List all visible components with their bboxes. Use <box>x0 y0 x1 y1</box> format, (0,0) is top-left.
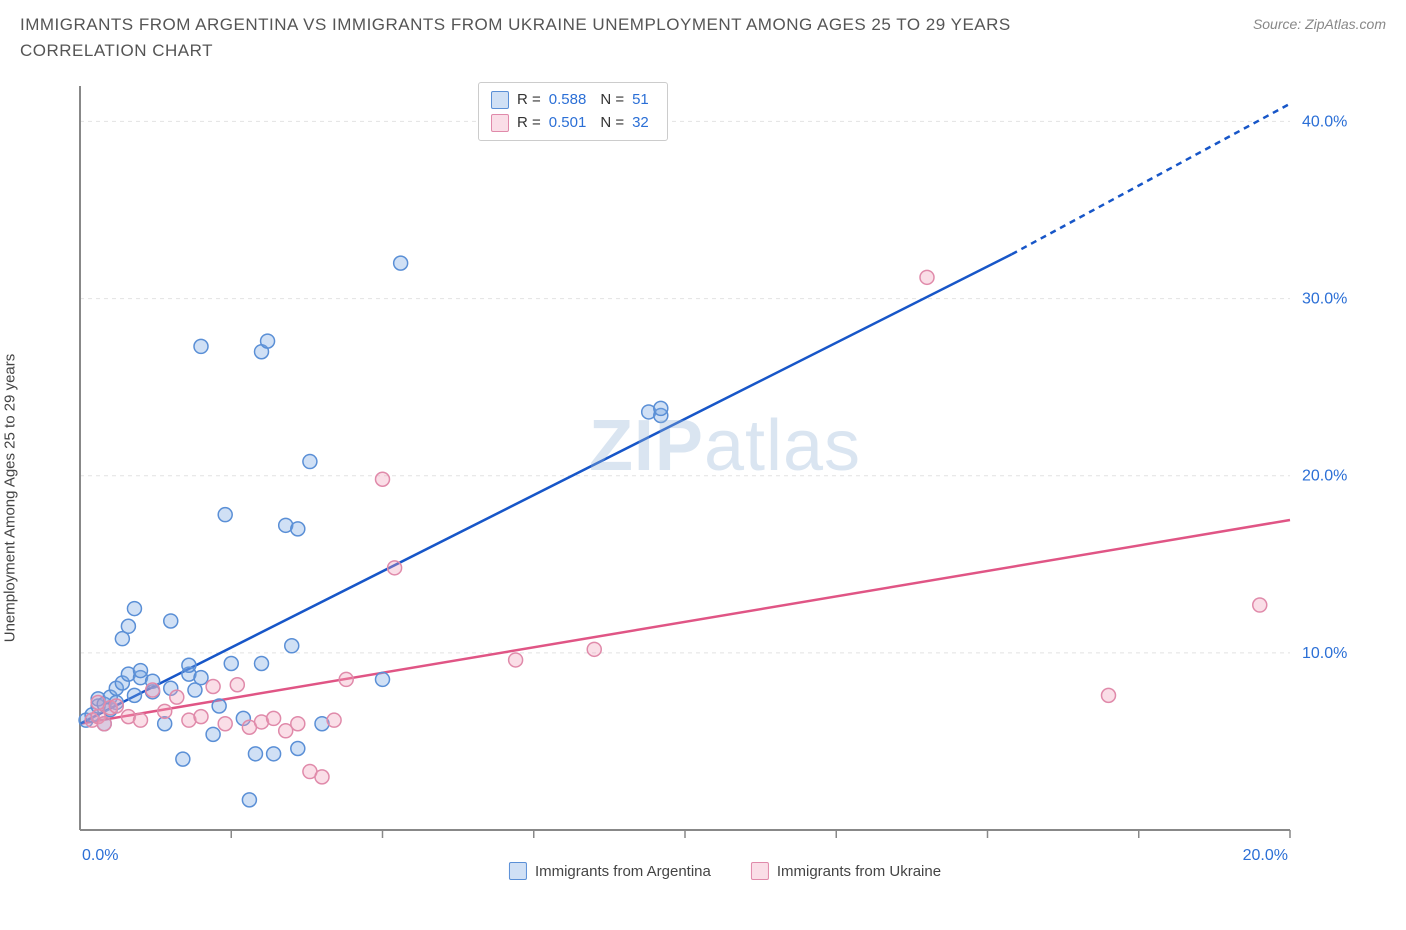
legend-stats: R = 0.588 N = 51R = 0.501 N = 32 <box>478 82 668 141</box>
chart-title: IMMIGRANTS FROM ARGENTINA VS IMMIGRANTS … <box>20 12 1120 63</box>
chart-area: Unemployment Among Ages 25 to 29 years 0… <box>20 78 1386 918</box>
y-axis-label: Unemployment Among Ages 25 to 29 years <box>2 354 19 643</box>
plot-area: 0.0%20.0%10.0%20.0%30.0%40.0% ZIPatlas R… <box>70 78 1380 878</box>
svg-text:20.0%: 20.0% <box>1243 847 1288 864</box>
legend-swatch <box>491 91 509 109</box>
svg-text:40.0%: 40.0% <box>1302 113 1347 130</box>
legend-stat-row: R = 0.588 N = 51 <box>491 89 655 112</box>
legend-series-item: Immigrants from Argentina <box>509 862 711 880</box>
legend-series-label: Immigrants from Argentina <box>535 863 711 880</box>
svg-text:20.0%: 20.0% <box>1302 468 1347 485</box>
legend-series-label: Immigrants from Ukraine <box>777 863 941 880</box>
svg-text:0.0%: 0.0% <box>82 847 118 864</box>
legend-swatch <box>491 114 509 132</box>
legend-swatch <box>509 862 527 880</box>
svg-text:10.0%: 10.0% <box>1302 645 1347 662</box>
legend-series: Immigrants from Argentina Immigrants from… <box>509 862 941 880</box>
scatter-plot-svg: 0.0% 20.0% 10.0% 20.0% 30.0% 40.0% <box>70 78 1380 878</box>
legend-series-item: Immigrants from Ukraine <box>751 862 941 880</box>
svg-text:30.0%: 30.0% <box>1302 291 1347 308</box>
chart-source: Source: ZipAtlas.com <box>1253 16 1386 32</box>
legend-swatch <box>751 862 769 880</box>
legend-stat-row: R = 0.501 N = 32 <box>491 112 655 135</box>
